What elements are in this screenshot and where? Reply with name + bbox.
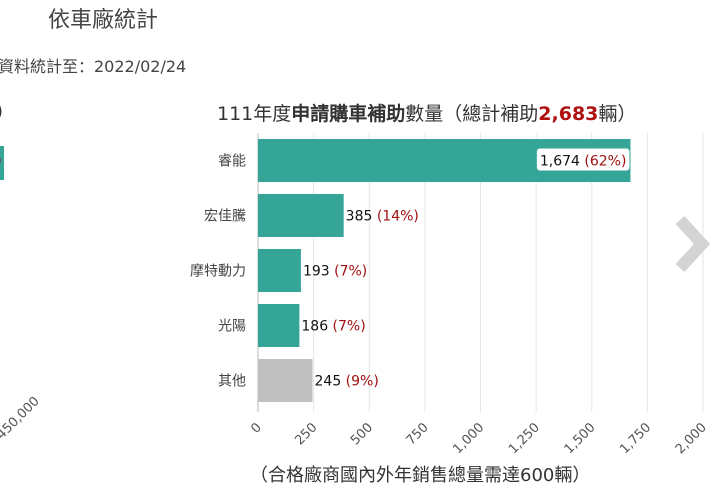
- data-value: 1,674: [540, 154, 585, 170]
- category-label: 宏佳騰: [204, 208, 246, 225]
- page-title: 依車廠統計: [48, 8, 159, 33]
- bar: [258, 359, 313, 402]
- chart-title-middle: 數量（總計補助: [405, 103, 539, 125]
- category-label: 光陽: [218, 319, 246, 335]
- x-tick-label: 1,750: [617, 420, 654, 457]
- left-chart-bar-fragment: [0, 146, 4, 180]
- category-label: 其他: [218, 374, 246, 390]
- stats-date: 資料統計至：2022/02/24: [0, 57, 187, 76]
- data-percent: (7%): [333, 319, 366, 335]
- data-percent: (9%): [346, 374, 379, 390]
- data-value: 186: [301, 319, 332, 335]
- data-label: 1,674 (62%): [540, 154, 627, 170]
- data-percent: (14%): [377, 209, 419, 225]
- x-tick-label: 1,000: [450, 420, 487, 457]
- data-percent: (62%): [584, 154, 626, 170]
- bar: [258, 194, 344, 237]
- x-tick-label: 750: [404, 420, 432, 448]
- left-chart-label-fragment: ): [0, 151, 2, 169]
- chart-title-suffix: 輛）: [598, 103, 637, 125]
- data-label: 385 (14%): [346, 209, 419, 225]
- x-tick-label: 250: [292, 420, 320, 448]
- chart-title-prefix: 111年度: [217, 103, 292, 125]
- category-label: 睿能: [218, 154, 246, 170]
- x-tick-label: 2,000: [673, 420, 710, 457]
- x-tick-label: 0: [248, 420, 264, 436]
- data-value: 245: [315, 374, 346, 390]
- chart-title-bold: 申請購車補助: [291, 103, 406, 125]
- data-value: 385: [346, 209, 377, 225]
- data-label: 193 (7%): [303, 264, 367, 280]
- next-chevron-icon[interactable]: [670, 214, 712, 274]
- chart-title: 111年度申請購車補助數量（總計補助2,683輛）: [217, 99, 636, 126]
- x-axis-caption: （合格廠商國內外年銷售總量需達600輛）: [250, 465, 591, 486]
- x-tick-label: 500: [348, 420, 376, 448]
- left-chart-title-fragment: ): [0, 101, 3, 122]
- x-tick-label: 1,250: [506, 420, 543, 457]
- data-value: 193: [303, 264, 334, 280]
- bar: [258, 304, 300, 347]
- chart-title-total: 2,683: [538, 103, 599, 125]
- x-tick-label: 1,500: [562, 420, 599, 457]
- data-percent: (7%): [334, 264, 367, 280]
- bar: [258, 249, 301, 292]
- category-label: 摩特動力: [190, 263, 246, 280]
- data-label: 245 (9%): [315, 374, 379, 390]
- data-label-background: [536, 148, 630, 171]
- data-label: 186 (7%): [301, 319, 365, 335]
